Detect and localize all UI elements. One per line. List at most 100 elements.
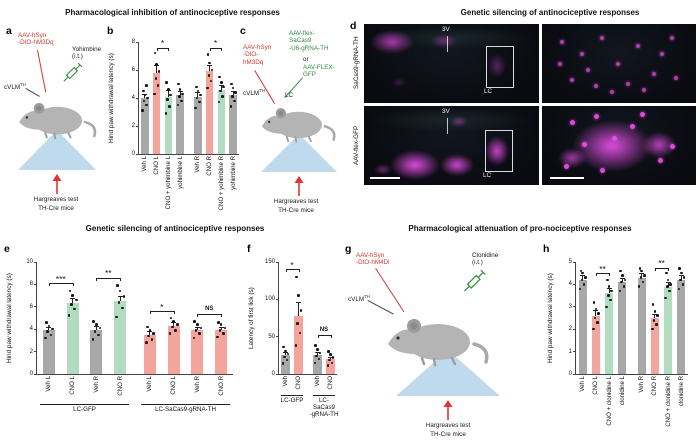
significance-bracket-tick <box>285 269 287 273</box>
error-bar <box>298 302 299 316</box>
data-point <box>605 305 608 309</box>
th-immunostain-cluster <box>430 34 458 48</box>
x-tick-label: yohimbine R <box>229 156 237 190</box>
lc-region-box <box>485 130 513 172</box>
y-tick-label: 6 <box>29 303 33 310</box>
data-point <box>315 354 318 358</box>
data-point <box>97 333 100 337</box>
x-tick-label: Veh L <box>146 376 154 392</box>
significance-bracket <box>595 273 610 275</box>
drug-label: Yohimbine (i.t.) <box>72 46 102 61</box>
data-point <box>669 283 673 286</box>
th-positive-cell <box>564 164 569 169</box>
group-label: LC-SaCas9-gRNA-TH <box>155 406 216 413</box>
data-point <box>597 312 600 315</box>
y-tick-mark <box>136 125 139 127</box>
bar <box>578 279 587 374</box>
data-point <box>607 294 610 297</box>
test-label: Hargreaves test <box>425 422 471 429</box>
th-immunostain-cluster <box>392 78 406 87</box>
error-bar <box>179 91 181 96</box>
th-positive-cell <box>594 114 599 119</box>
significance-bracket-tick <box>209 47 211 51</box>
y-tick-mark <box>136 97 139 99</box>
y-tick-label: 2 <box>29 348 33 355</box>
th-positive-cell <box>658 158 663 163</box>
panel-letter-f: f <box>247 243 251 255</box>
panel-letter-h: h <box>543 243 550 255</box>
error-bar <box>654 313 656 318</box>
y-tick-mark <box>136 41 139 43</box>
bar <box>281 355 290 374</box>
significance-bracket-tick <box>654 267 656 271</box>
data-point <box>678 267 681 270</box>
significance-bracket <box>197 313 222 315</box>
data-point <box>281 362 285 365</box>
data-point <box>284 349 287 353</box>
data-point <box>152 332 155 335</box>
data-point <box>46 330 49 333</box>
or-label: or <box>303 56 309 63</box>
data-point <box>218 329 222 332</box>
data-point <box>44 336 47 340</box>
heat-stimulus-arrow-icon <box>294 176 304 196</box>
error-bar <box>621 277 623 283</box>
x-tick-label: CNO + clonidine L <box>605 376 613 426</box>
data-point <box>176 323 179 326</box>
error-bar <box>232 91 234 96</box>
micrograph-row2-label: AAV-flex-GFP <box>353 125 360 165</box>
x-tick-label: CNO R <box>116 376 124 396</box>
error-bar-cap <box>315 351 320 353</box>
x-tick-label: CNO L <box>153 156 161 175</box>
y-tick-mark <box>573 283 576 285</box>
section-title-bottom-right: Pharmacological attenuation of pro-nocic… <box>408 224 632 233</box>
data-point <box>618 289 622 293</box>
bar <box>229 95 237 154</box>
y-tick-mark <box>276 373 279 375</box>
data-point <box>609 298 612 302</box>
y-tick-label: 4 <box>131 95 135 101</box>
data-point <box>637 285 641 288</box>
data-point <box>98 326 102 330</box>
error-bar-cap <box>593 310 599 312</box>
x-tick-label: Veh R <box>194 156 202 173</box>
y-tick-label: 6 <box>131 67 135 73</box>
data-point <box>141 89 145 93</box>
error-bar-cap <box>46 326 52 328</box>
bar <box>141 98 149 154</box>
error-bar-cap <box>70 297 76 299</box>
y-tick-label: 4 <box>29 326 33 333</box>
data-point <box>145 96 149 100</box>
data-point <box>194 85 198 89</box>
error-bar <box>197 92 199 97</box>
data-point <box>196 323 199 326</box>
significance-bracket-tick <box>168 47 170 51</box>
data-point <box>92 320 96 323</box>
panel-g-diagram: AAV-hSyn -DIO-hM4Di Clonidine (i.t.) cVL… <box>348 248 548 438</box>
data-point <box>168 105 172 108</box>
data-point <box>166 98 169 101</box>
data-point <box>177 82 180 86</box>
y-axis-title: Latency of first lick (s) <box>248 287 255 349</box>
y-tick-label: 3 <box>568 303 572 310</box>
error-bar-cap <box>93 326 99 328</box>
data-point <box>327 350 331 353</box>
y-tick-mark <box>34 351 37 353</box>
x-tick-label: Veh L <box>45 376 53 392</box>
y-tick-label: 0 <box>568 371 572 377</box>
data-point <box>582 283 586 286</box>
y-tick-mark <box>276 298 279 300</box>
syringe-icon <box>463 269 486 292</box>
data-point <box>229 105 233 108</box>
significance-label: * <box>290 259 294 270</box>
data-point <box>607 285 611 288</box>
plot-area: 0 1 2 3 4 5 Veh L CNO L CNO + clonidine L clonidi… <box>569 258 688 427</box>
y-tick-mark <box>573 306 576 308</box>
x-tick-label: yohimbine L <box>176 156 184 189</box>
th-immunostain-cluster <box>374 164 392 175</box>
x-tick-label: CNO R <box>206 156 214 176</box>
error-bar <box>667 282 669 287</box>
data-point <box>199 326 203 330</box>
error-bar <box>95 326 97 331</box>
data-point <box>180 99 183 103</box>
